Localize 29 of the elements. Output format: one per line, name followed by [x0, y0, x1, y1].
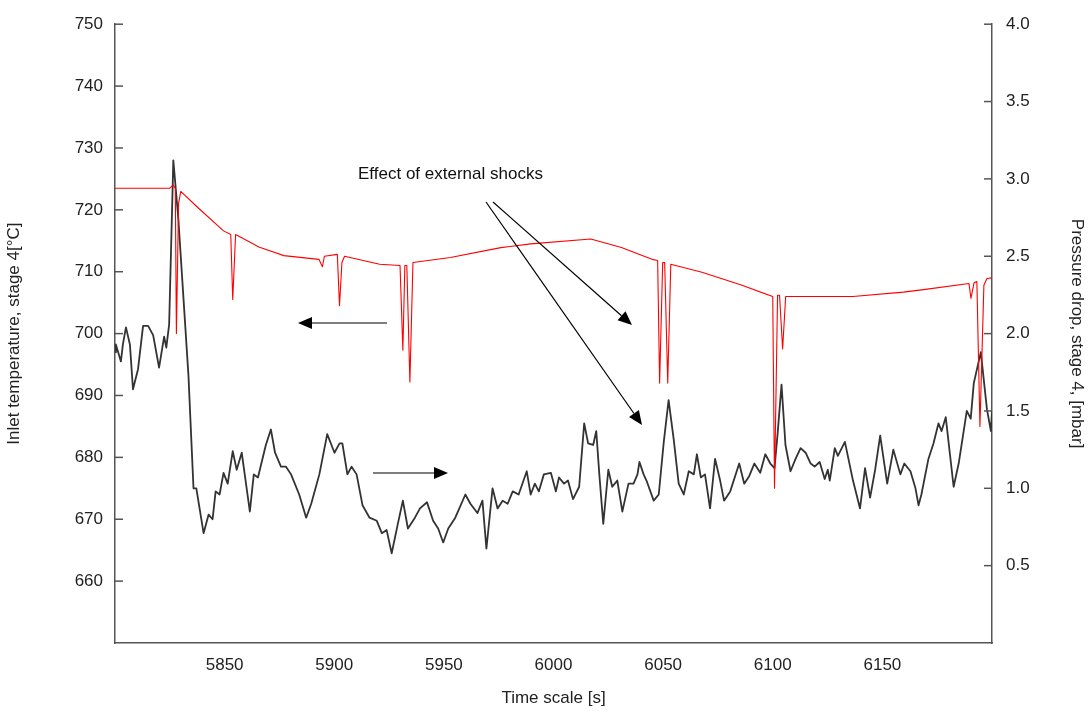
y-tick-label: 670	[74, 508, 103, 528]
annotation: Effect of external shocks	[358, 164, 543, 184]
x-tick-label: 6000	[534, 654, 573, 674]
y-axis-title: Inlet temperature, stage 4[°C]	[3, 222, 23, 445]
y-tick-label: 720	[74, 199, 103, 219]
x-tick-label: 6150	[863, 654, 902, 674]
y2-tick-label: 0.5	[1006, 555, 1030, 575]
y2-tick-label: 2.5	[1006, 245, 1030, 265]
y2-axis-title: Pressure drop, stage 4, [mbar]	[1068, 218, 1088, 449]
y-tick-label: 730	[74, 137, 103, 157]
y-tick-label: 750	[74, 13, 103, 33]
y2-tick-label: 4.0	[1006, 13, 1030, 33]
x-tick-label: 5900	[315, 654, 354, 674]
y2-tick-label: 1.0	[1006, 477, 1030, 497]
y-tick-label: 700	[74, 323, 103, 343]
x-tick-label: 6100	[753, 654, 792, 674]
y-tick-label: 660	[74, 570, 103, 590]
y2-tick-label: 3.0	[1006, 168, 1030, 188]
x-axis-title: Time scale [s]	[501, 688, 606, 708]
y2-tick-label: 2.0	[1006, 323, 1030, 343]
y-tick-label: 710	[74, 261, 103, 281]
y2-tick-label: 1.5	[1006, 400, 1030, 420]
x-tick-label: 5950	[424, 654, 463, 674]
x-tick-label: 6050	[644, 654, 683, 674]
y-tick-label: 690	[74, 385, 103, 405]
y-tick-label: 740	[74, 75, 103, 95]
x-tick-label: 5850	[205, 654, 244, 674]
y-tick-label: 680	[74, 447, 103, 467]
y2-tick-label: 3.5	[1006, 91, 1030, 111]
